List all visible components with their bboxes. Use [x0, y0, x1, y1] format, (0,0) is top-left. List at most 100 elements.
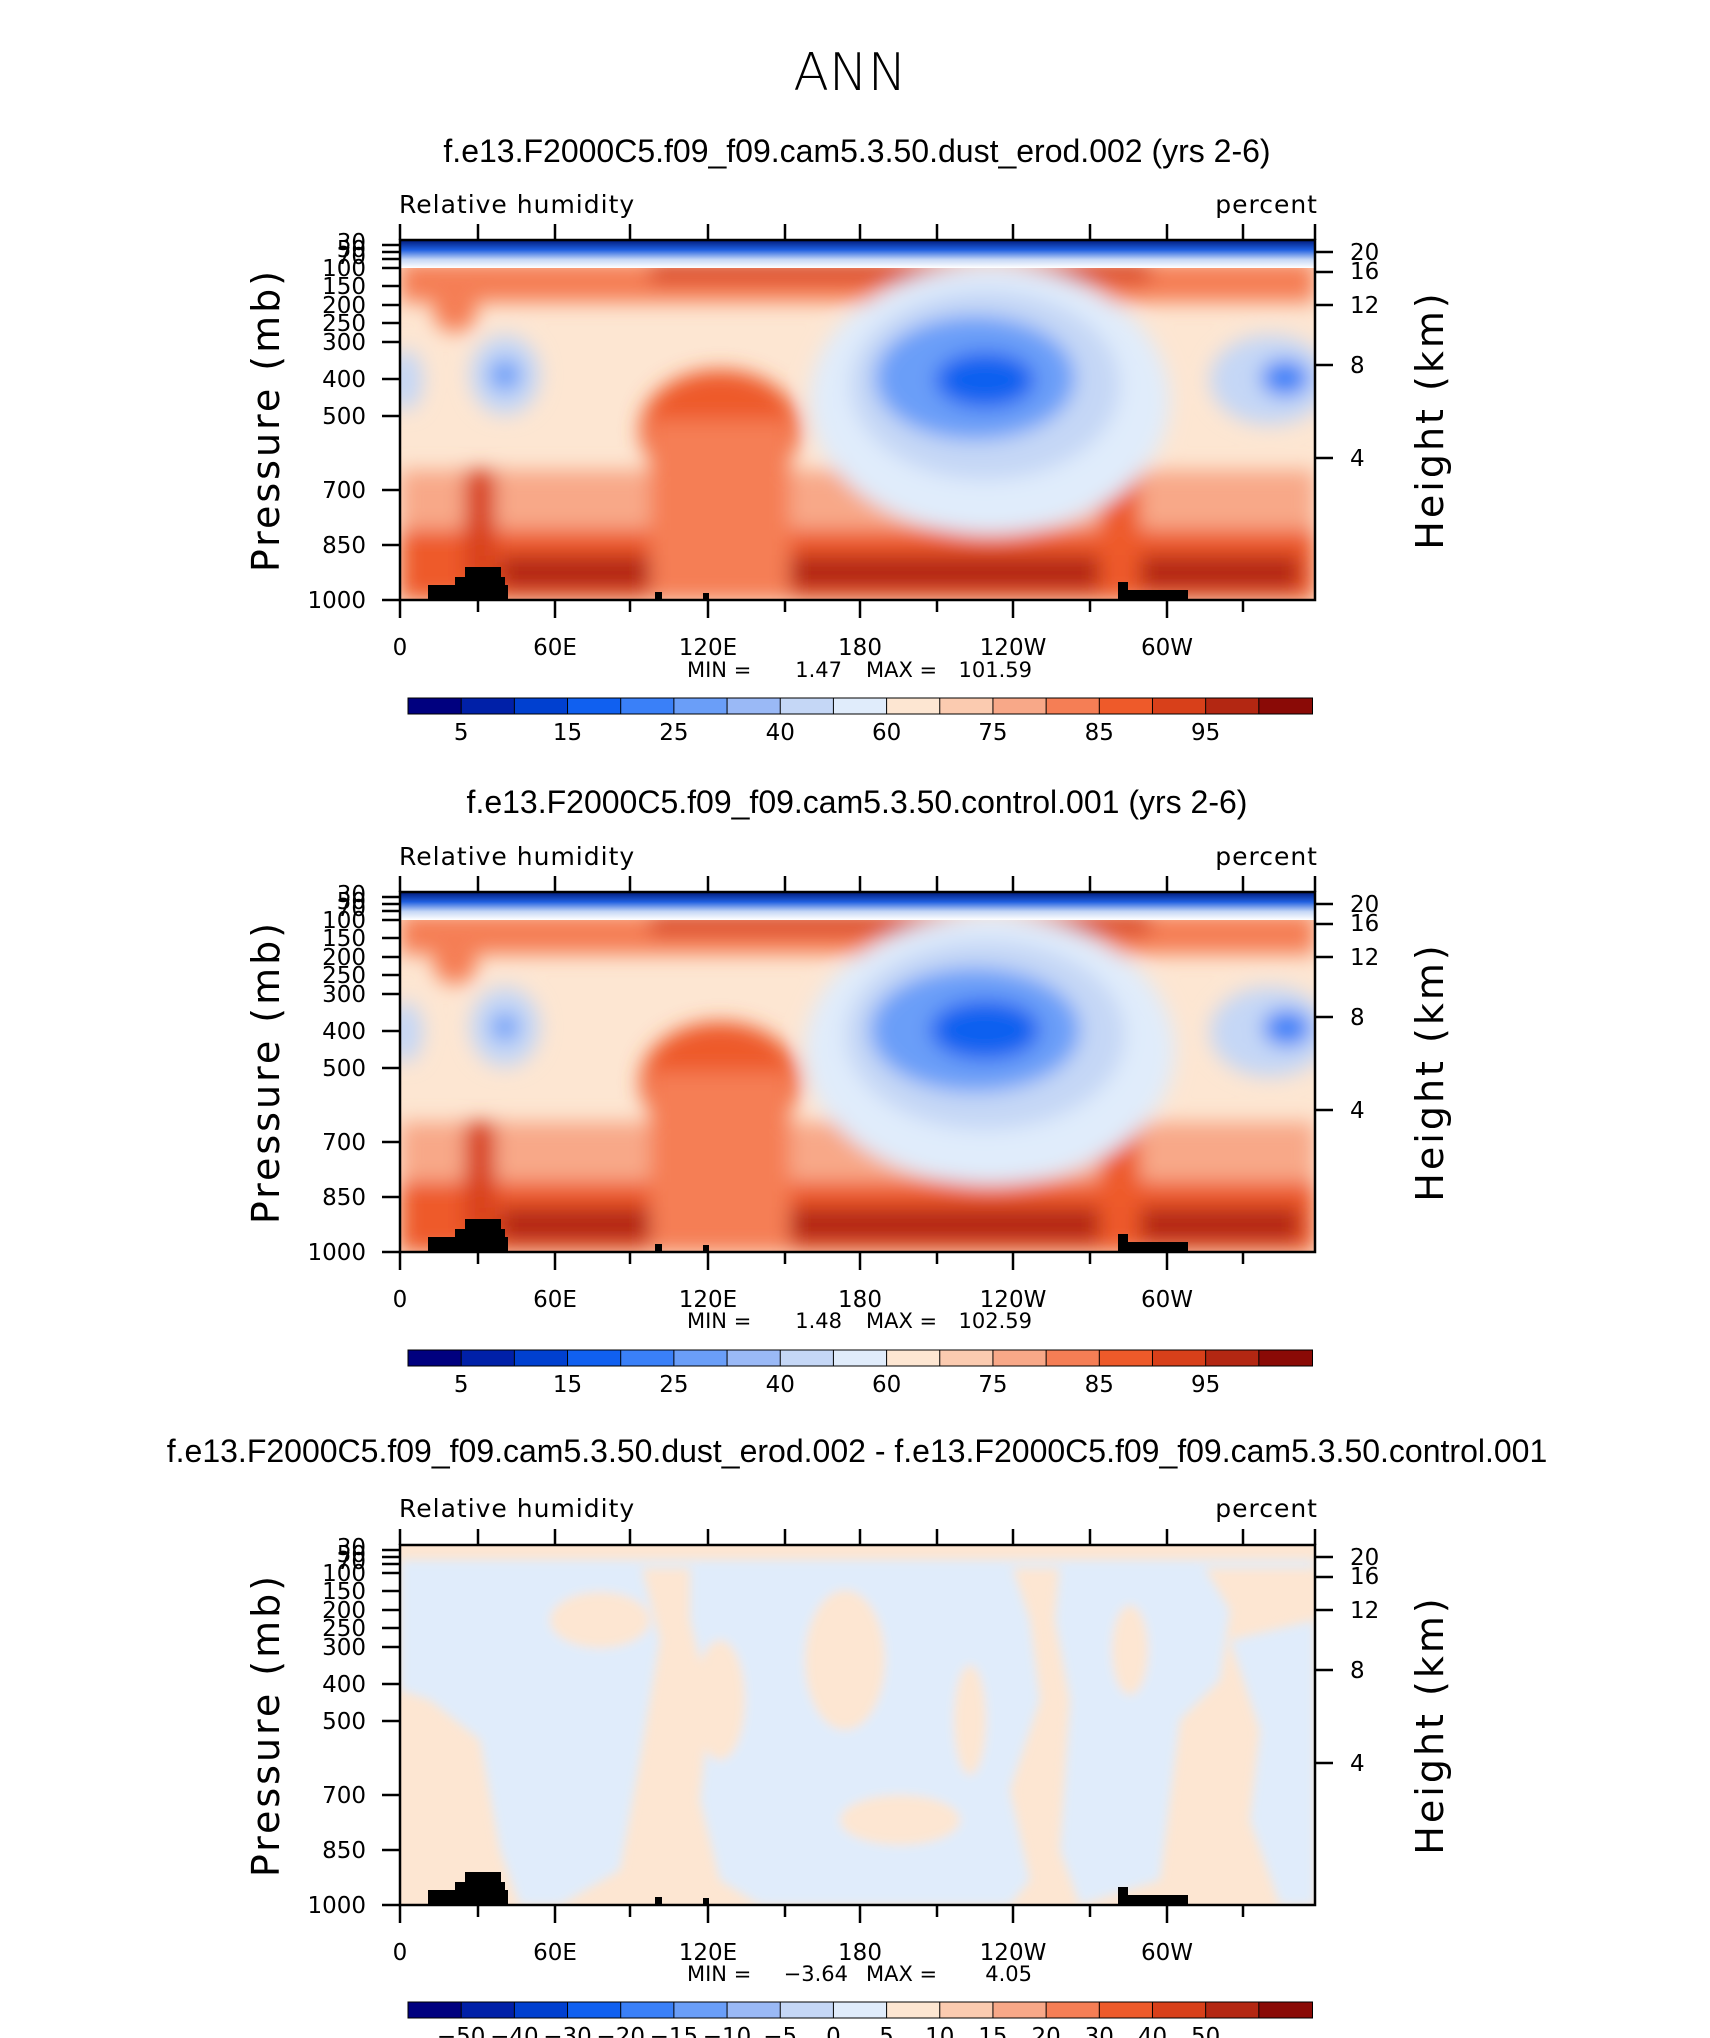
colorbar-swatch — [460, 697, 516, 715]
panel-3-htick-16: 16 — [1350, 1564, 1379, 1590]
panel-1-ytick-30: 30 — [337, 230, 366, 256]
colorbar-swatch — [567, 1349, 622, 1367]
colorbar-label: 60 — [872, 720, 901, 746]
panel-1-htick-12: 12 — [1350, 293, 1379, 319]
colorbar-label: −20 — [596, 2024, 645, 2038]
colorbar-swatch — [992, 2001, 1048, 2019]
colorbar-label: 95 — [1191, 1372, 1220, 1398]
colorbar-swatch — [1205, 1349, 1260, 1367]
panel-1-frame — [398, 238, 1317, 602]
panel-1-ytick-1000: 1000 — [307, 588, 366, 614]
colorbar-swatch — [1205, 2001, 1260, 2019]
panel-3-htick-20: 20 — [1350, 1545, 1379, 1571]
panel-2-ytick-50: 50 — [337, 889, 366, 915]
colorbar-label: 75 — [978, 720, 1007, 746]
panel-1-field — [400, 240, 1315, 600]
panel-2-title: f.e13.F2000C5.f09_f09.cam5.3.50.control.… — [467, 784, 1248, 820]
panel-3-variable-label: Relative humidity — [399, 1494, 635, 1523]
panel-1-ytick-850: 850 — [322, 533, 366, 559]
colorbar-swatch — [513, 1349, 569, 1367]
colorbar-swatch — [673, 2001, 729, 2019]
panel-1-max-label: MAX = — [866, 658, 937, 682]
panel-2-xtick-60w: 60W — [1141, 1287, 1193, 1313]
panel-3-htick-4: 4 — [1350, 1751, 1365, 1777]
panel-1-xtick-180: 180 — [838, 635, 882, 661]
colorbar-label: 60 — [872, 1372, 901, 1398]
panel-2-xtick-60e: 60E — [533, 1287, 577, 1313]
colorbar-swatch — [1045, 697, 1101, 715]
panel-3-ytick-50: 50 — [337, 1542, 366, 1568]
panel-2-field — [400, 892, 1315, 1252]
panel-3-units-label: percent — [1215, 1494, 1318, 1523]
panel-2: f.e13.F2000C5.f09_f09.cam5.3.50.control.… — [244, 784, 1452, 1398]
panel-1-min-value: 1.47 — [795, 658, 842, 682]
colorbar-swatch — [1098, 2001, 1154, 2019]
panel-1-xtick-120w: 120W — [980, 635, 1047, 661]
panel-2-ytick-150: 150 — [322, 926, 366, 952]
panel-1-xtick-0: 0 — [393, 635, 408, 661]
panel-3-htick-12: 12 — [1350, 1598, 1379, 1624]
colorbar-swatch — [832, 2001, 888, 2019]
colorbar-label: 5 — [454, 1372, 469, 1398]
colorbar-swatch — [832, 1349, 888, 1367]
panel-3-field — [400, 1545, 1315, 1905]
panel-1-xtick-60e: 60E — [533, 635, 577, 661]
colorbar-swatch — [939, 2001, 994, 2019]
panel-3-ytick-150: 150 — [322, 1579, 366, 1605]
colorbar-label: 5 — [879, 2024, 894, 2038]
panel-3-frame — [398, 1543, 1317, 1907]
panel-3-xtick-180: 180 — [838, 1940, 882, 1966]
colorbar-swatch — [407, 697, 463, 715]
colorbar-swatch — [1151, 1349, 1207, 1367]
panel-3-ytick-300: 300 — [322, 1635, 366, 1661]
colorbar-swatch — [673, 697, 729, 715]
colorbar-label: −30 — [543, 2024, 592, 2038]
panel-3-ytick-30: 30 — [337, 1535, 366, 1561]
panel-1-ytick-250: 250 — [322, 311, 366, 337]
panel-2-ytick-400: 400 — [322, 1019, 366, 1045]
panel-2-ytick-30: 30 — [337, 882, 366, 908]
colorbar-label: 20 — [1031, 2024, 1060, 2038]
colorbar-swatch — [460, 1349, 516, 1367]
colorbar-label: 0 — [826, 2024, 841, 2038]
panel-3-ytick-70: 70 — [337, 1549, 366, 1575]
panel-1-ylabel: Pressure (mb) — [244, 268, 288, 572]
panel-3-xtick-120e: 120E — [679, 1940, 737, 1966]
panel-1-htick-16: 16 — [1350, 259, 1379, 285]
colorbar-swatch — [886, 1349, 941, 1367]
colorbar-label: −5 — [763, 2024, 797, 2038]
colorbar-swatch — [1258, 2001, 1313, 2019]
panel-3-colorbar: −50 −40 −30 −20 −15 −10 −5 0 5 10 15 20 30 40 50 — [407, 2001, 1313, 2038]
panel-3-max-value: 4.05 — [985, 1962, 1032, 1986]
colorbar-label: 30 — [1085, 2024, 1114, 2038]
colorbar-label: −40 — [490, 2024, 539, 2038]
panel-2-ytick-300: 300 — [322, 982, 366, 1008]
colorbar-swatch — [407, 2001, 463, 2019]
panel-1-htick-8: 8 — [1350, 353, 1365, 379]
panel-2-xtick-0: 0 — [393, 1287, 408, 1313]
panel-3-min-value: −3.64 — [784, 1962, 848, 1986]
panel-3-ytick-400: 400 — [322, 1672, 366, 1698]
panel-1-ytick-50: 50 — [337, 237, 366, 263]
panel-1-max-value: 101.59 — [959, 658, 1032, 682]
panel-3-ytick-250: 250 — [322, 1616, 366, 1642]
colorbar-label: 15 — [553, 720, 582, 746]
colorbar-swatch — [1205, 697, 1260, 715]
panel-3-ylabel-right: Height (km) — [1408, 1595, 1452, 1854]
panel-1-ytick-200: 200 — [322, 293, 366, 319]
panel-2-xtick-120e: 120E — [679, 1287, 737, 1313]
colorbar-label: 40 — [766, 720, 795, 746]
panel-1-xtick-120e: 120E — [679, 635, 737, 661]
panel-2-htick-8: 8 — [1350, 1005, 1365, 1031]
panel-1-ytick-150: 150 — [322, 274, 366, 300]
panel-1-ytick-500: 500 — [322, 404, 366, 430]
panel-3-ytick-200: 200 — [322, 1598, 366, 1624]
colorbar-swatch — [1151, 697, 1207, 715]
panel-3-xtick-60w: 60W — [1141, 1940, 1193, 1966]
panel-1-ytick-400: 400 — [322, 367, 366, 393]
colorbar-swatch — [886, 2001, 941, 2019]
panel-2-max-label: MAX = — [866, 1309, 937, 1333]
panel-2-units-label: percent — [1215, 842, 1318, 871]
colorbar-swatch — [832, 697, 888, 715]
colorbar-swatch — [1098, 1349, 1154, 1367]
